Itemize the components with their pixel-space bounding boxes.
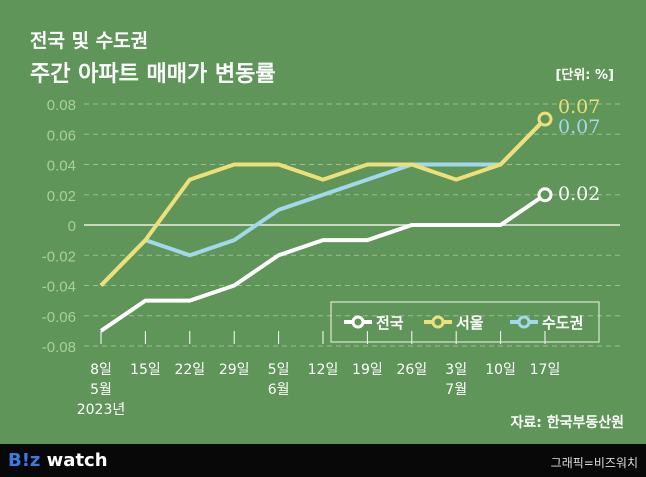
series-line bbox=[99, 117, 547, 287]
legend-box bbox=[330, 301, 600, 343]
legend-label: 서울 bbox=[456, 314, 484, 332]
year-label: 2023년 bbox=[77, 402, 126, 418]
x-tick-label: 17일 bbox=[530, 362, 561, 378]
month-label: 7월 bbox=[445, 382, 467, 398]
y-tick-label: 0.06 bbox=[47, 127, 76, 144]
y-tick-label: 0.08 bbox=[47, 97, 76, 114]
y-tick-label: 0 bbox=[68, 218, 76, 235]
legend-label: 전국 bbox=[376, 314, 404, 332]
x-tick-label: 22일 bbox=[174, 362, 205, 378]
x-tick-label: 15일 bbox=[130, 362, 161, 378]
footer-bar: B!z watch 그래픽=비즈워치 bbox=[0, 444, 646, 477]
y-tick-label: -0.06 bbox=[42, 309, 76, 326]
x-tick-label: 12일 bbox=[308, 362, 339, 378]
legend-marker bbox=[431, 315, 445, 329]
unit-label: [단위: %] bbox=[555, 68, 614, 83]
month-label: 6월 bbox=[268, 382, 290, 398]
x-tick-label: 8일 bbox=[90, 362, 112, 378]
x-tick-label: 10일 bbox=[485, 362, 516, 378]
line-chart: 0.08 0.06 0.04 0.02 0 -0.02 -0.04 -0.06 -0.08 8일 1… bbox=[42, 96, 620, 418]
y-tick-label: -0.08 bbox=[42, 339, 76, 356]
legend-marker bbox=[351, 315, 365, 329]
y-tick-label: -0.04 bbox=[42, 279, 76, 296]
end-marker bbox=[537, 111, 553, 127]
x-tick-label: 19일 bbox=[352, 362, 383, 378]
x-tick-label: 3일 bbox=[445, 362, 467, 378]
y-tick-label: -0.02 bbox=[42, 248, 76, 265]
series-line bbox=[99, 117, 547, 287]
legend-label: 수도권 bbox=[542, 314, 583, 332]
x-tick-label: 26일 bbox=[396, 362, 427, 378]
end-marker bbox=[537, 187, 553, 203]
y-tick-label: 0.04 bbox=[47, 158, 76, 175]
chart-title-line1: 전국 및 수도권 bbox=[30, 30, 149, 52]
bizwatch-logo: B!z watch bbox=[8, 450, 108, 471]
end-value-label: 0.07 bbox=[558, 96, 600, 118]
end-value-label: 0.07 bbox=[558, 116, 600, 138]
graphic-credit: 그래픽=비즈워치 bbox=[550, 456, 638, 470]
x-tick-label: 5일 bbox=[268, 362, 290, 378]
end-value-label: 0.02 bbox=[558, 183, 600, 205]
x-tick-label: 29일 bbox=[219, 362, 250, 378]
legend-marker bbox=[517, 315, 531, 329]
y-tick-label: 0.02 bbox=[47, 188, 76, 205]
series-line bbox=[99, 193, 547, 333]
month-label: 5월 bbox=[90, 382, 112, 398]
source-label: 자료: 한국부동산원 bbox=[510, 415, 624, 431]
chart-title-line2: 주간 아파트 매매가 변동률 bbox=[30, 62, 276, 87]
